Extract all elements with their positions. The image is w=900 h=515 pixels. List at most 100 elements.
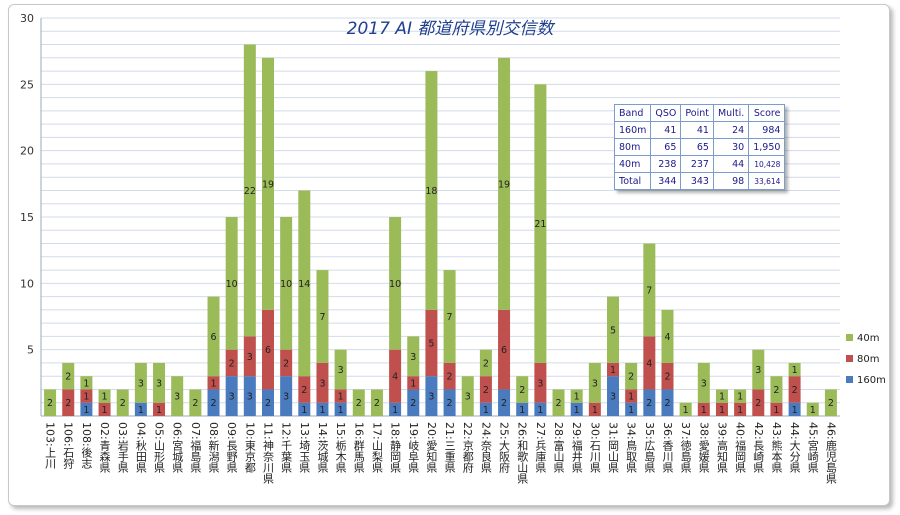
- data-label: 2: [792, 385, 798, 396]
- data-label: 18: [425, 186, 437, 197]
- y-tick-label: 5: [27, 344, 34, 357]
- score-cell: 40m: [613, 155, 652, 173]
- data-label: 1: [483, 405, 489, 416]
- bar-segment-40m: [207, 296, 220, 377]
- x-tick-label: 04:秋田県: [134, 422, 147, 473]
- x-tick-label: 108:後志: [80, 422, 93, 469]
- bar-segment-40m: [334, 349, 347, 390]
- x-tick-label: 08:新潟県: [207, 422, 220, 473]
- grid-lines: [40, 17, 840, 417]
- bar-segment-160m: [516, 402, 529, 416]
- bar-segment-160m: [280, 376, 293, 416]
- data-label: 1: [319, 405, 325, 416]
- bar-segment-40m: [824, 389, 837, 416]
- data-label: 2: [65, 372, 71, 383]
- bar-segment-160m: [607, 376, 620, 416]
- bar-segment-40m: [280, 217, 293, 350]
- score-cell: 98: [712, 172, 750, 190]
- data-label: 3: [537, 378, 543, 389]
- bar-segment-160m: [207, 389, 220, 416]
- data-label: 1: [537, 405, 543, 416]
- bar-segment-80m: [62, 389, 75, 416]
- data-label: 2: [664, 398, 670, 409]
- data-label: 2: [120, 398, 126, 409]
- data-label: 22: [244, 186, 256, 197]
- bar-segment-40m: [425, 71, 438, 310]
- data-label: 1: [773, 405, 779, 416]
- bar-segment-40m: [171, 376, 184, 416]
- data-label: 3: [174, 392, 180, 403]
- bar-segment-160m: [407, 389, 420, 416]
- x-tick-label: 10:東京都: [243, 422, 256, 473]
- data-label: 2: [501, 398, 507, 409]
- score-cell: Total: [613, 172, 652, 190]
- y-tick-label: 25: [20, 78, 34, 91]
- data-label: 1: [792, 405, 798, 416]
- bar-segment-160m: [80, 402, 93, 416]
- bar-segment-80m: [225, 349, 238, 377]
- data-label: 2: [265, 398, 271, 409]
- data-label: 4: [392, 372, 398, 383]
- data-label: 3: [410, 352, 416, 363]
- bar-segment-80m: [207, 376, 220, 390]
- bar-segment-80m: [407, 376, 420, 390]
- bar-segment-80m: [243, 336, 256, 377]
- x-tick-label: 37:徳島県: [679, 422, 692, 473]
- data-label: 2: [664, 372, 670, 383]
- bar-segment-160m: [479, 402, 492, 416]
- legend-swatch: [846, 355, 853, 362]
- x-tick-label: 17:山梨県: [370, 422, 383, 473]
- bar-segment-160m: [661, 389, 674, 416]
- bar-segment-80m: [734, 402, 747, 416]
- x-tick-label: 07:福島県: [189, 422, 202, 473]
- bar-segment-80m: [788, 376, 801, 403]
- bar-segment-160m: [389, 402, 402, 416]
- bar-segment-80m: [316, 362, 329, 403]
- data-label: 2: [828, 398, 834, 409]
- data-label: 3: [755, 365, 761, 376]
- data-label: 2: [483, 385, 489, 396]
- data-label: 1: [701, 405, 707, 416]
- data-label: 2: [628, 372, 634, 383]
- bar-segment-40m: [62, 362, 75, 390]
- data-label: 1: [610, 365, 616, 376]
- bar-segment-80m: [715, 402, 728, 416]
- data-label: 5: [428, 339, 434, 350]
- data-label: 1: [792, 365, 798, 376]
- data-label: 3: [138, 378, 144, 389]
- data-label: 1: [83, 405, 89, 416]
- bar-segment-40m: [261, 57, 274, 310]
- bar-segment-40m: [607, 296, 620, 363]
- data-label: 3: [610, 392, 616, 403]
- data-label: 1: [83, 392, 89, 403]
- legend-swatch: [846, 376, 853, 383]
- x-tick-label: 36:香川県: [661, 422, 674, 473]
- bar-segment-40m: [225, 217, 238, 350]
- data-label: 1: [574, 392, 580, 403]
- data-label: 1: [628, 405, 634, 416]
- score-header-point: Point: [680, 104, 714, 122]
- bar-segment-160m: [334, 402, 347, 416]
- x-tick-label: 19:岐阜県: [407, 422, 420, 473]
- bar-segment-40m: [80, 376, 93, 390]
- data-label: 7: [319, 312, 325, 323]
- score-cell: 80m: [613, 138, 652, 156]
- data-label: 2: [519, 385, 525, 396]
- bar-segment-40m: [770, 376, 783, 403]
- bar-segment-40m: [643, 243, 656, 337]
- x-tick-label: 20:愛知県: [425, 422, 438, 473]
- data-label: 10: [280, 279, 292, 290]
- data-label: 1: [592, 405, 598, 416]
- bar-segment-160m: [425, 376, 438, 416]
- x-tick-label: 09:長野県: [225, 422, 238, 473]
- bar-segment-80m: [280, 349, 293, 377]
- bar-segment-40m: [661, 309, 674, 363]
- score-cell: 41: [650, 121, 682, 139]
- bar-segment-80m: [153, 402, 166, 416]
- bar-segment-80m: [298, 376, 311, 403]
- y-tick-label: 10: [20, 277, 34, 290]
- bar-segment-40m: [116, 389, 129, 416]
- bar-segment-80m: [443, 362, 456, 390]
- x-tick-label: 12:千葉県: [280, 422, 293, 473]
